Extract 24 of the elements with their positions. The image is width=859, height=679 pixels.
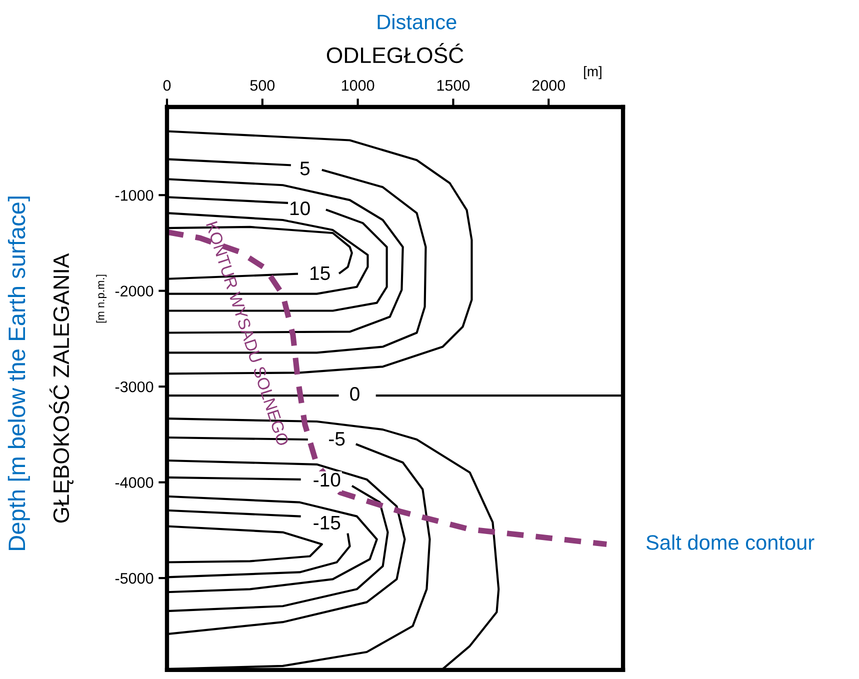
y-tick-label: -2000 [115,286,154,297]
x-axis-title: ODLEGŁOŚĆ [326,42,464,64]
x-tick-label: 0 [163,80,171,91]
y-tick-label: -3000 [115,381,154,392]
annotation: 5 [300,162,310,176]
y-tick-label: -5000 [115,572,154,584]
annotation: 15 [310,266,330,280]
x-tick-label: 2000 [532,80,566,91]
x-tick-label: 1500 [437,80,470,91]
annotation: 10 [290,201,310,216]
annotation: Salt dome contour [646,534,814,550]
y-axis-title: GŁĘBOKOŚĆ ZALEGANIA [48,253,74,523]
x-tick-label: 500 [250,80,275,91]
annotation: -15 [314,516,340,530]
y-tick-label: -4000 [115,477,154,488]
annotation: 0 [350,387,360,401]
text: Distance [378,14,456,30]
y-tick-label: -1000 [115,190,154,201]
annotation: -5 [329,432,345,446]
annotation: -10 [314,472,340,487]
text: [m] [584,66,602,80]
text: [m n.p.m.] [96,274,107,323]
x-tick-label: 1000 [342,80,374,91]
text: Depth [m below the Earth surface] [8,196,30,550]
